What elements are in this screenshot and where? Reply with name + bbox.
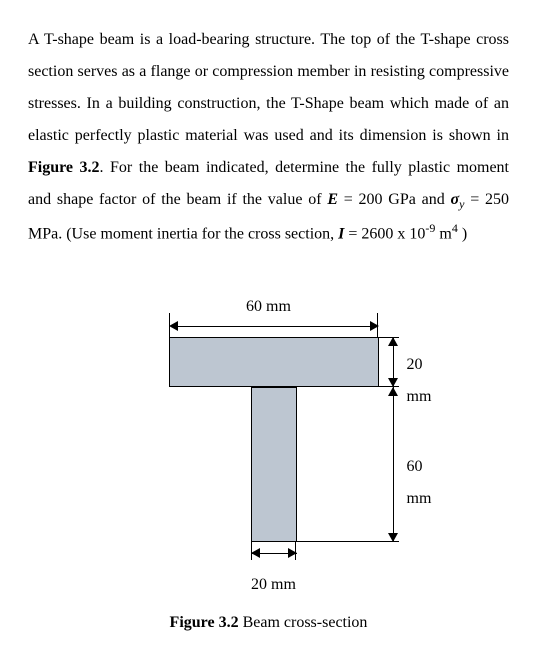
dim-web-height-label: 60 mm bbox=[407, 451, 449, 515]
dim-flange-width-arrow bbox=[169, 319, 379, 335]
dim-web-width-arrow-left bbox=[251, 548, 260, 558]
dim-web-width-arrow-right bbox=[288, 548, 297, 558]
tick-web-bottom bbox=[297, 541, 399, 543]
figure-ref: Figure 3.2 bbox=[28, 159, 100, 176]
text-E-eq: = 200 GPa and bbox=[338, 191, 451, 208]
text-I-unit: m bbox=[435, 226, 451, 243]
dim-web-height-line bbox=[393, 387, 395, 542]
text-I-exp: -9 bbox=[425, 221, 435, 235]
text-I-eq: = 2600 x 10 bbox=[348, 226, 425, 243]
dim-web-height-arrow-down bbox=[388, 533, 398, 542]
var-sigma: σ bbox=[451, 191, 460, 208]
dim-web-height-arrow-up bbox=[388, 387, 398, 396]
t-beam-diagram: 60 mm 20 mm 60 mm 20 mm bbox=[89, 291, 449, 601]
figure-caption: Figure 3.2 Beam cross-section bbox=[170, 607, 368, 639]
text-close: ) bbox=[458, 226, 467, 243]
var-I: I bbox=[338, 226, 348, 243]
text-s1: A T-shape beam is a load-bearing structu… bbox=[28, 31, 509, 144]
var-E: E bbox=[327, 191, 338, 208]
caption-bold: Figure 3.2 bbox=[170, 614, 239, 631]
flange bbox=[169, 337, 379, 387]
figure-area: 60 mm 20 mm 60 mm 20 mm Figure 3 bbox=[28, 291, 509, 639]
web bbox=[251, 387, 297, 542]
dim-flange-height-label: 20 mm bbox=[407, 349, 449, 413]
caption-rest: Beam cross-section bbox=[239, 614, 368, 631]
dim-flange-height-arrow-up bbox=[388, 337, 398, 346]
dim-flange-height-arrow-down bbox=[388, 378, 398, 387]
dim-web-width-label: 20 mm bbox=[244, 569, 304, 601]
problem-text: A T-shape beam is a load-bearing structu… bbox=[28, 24, 509, 251]
